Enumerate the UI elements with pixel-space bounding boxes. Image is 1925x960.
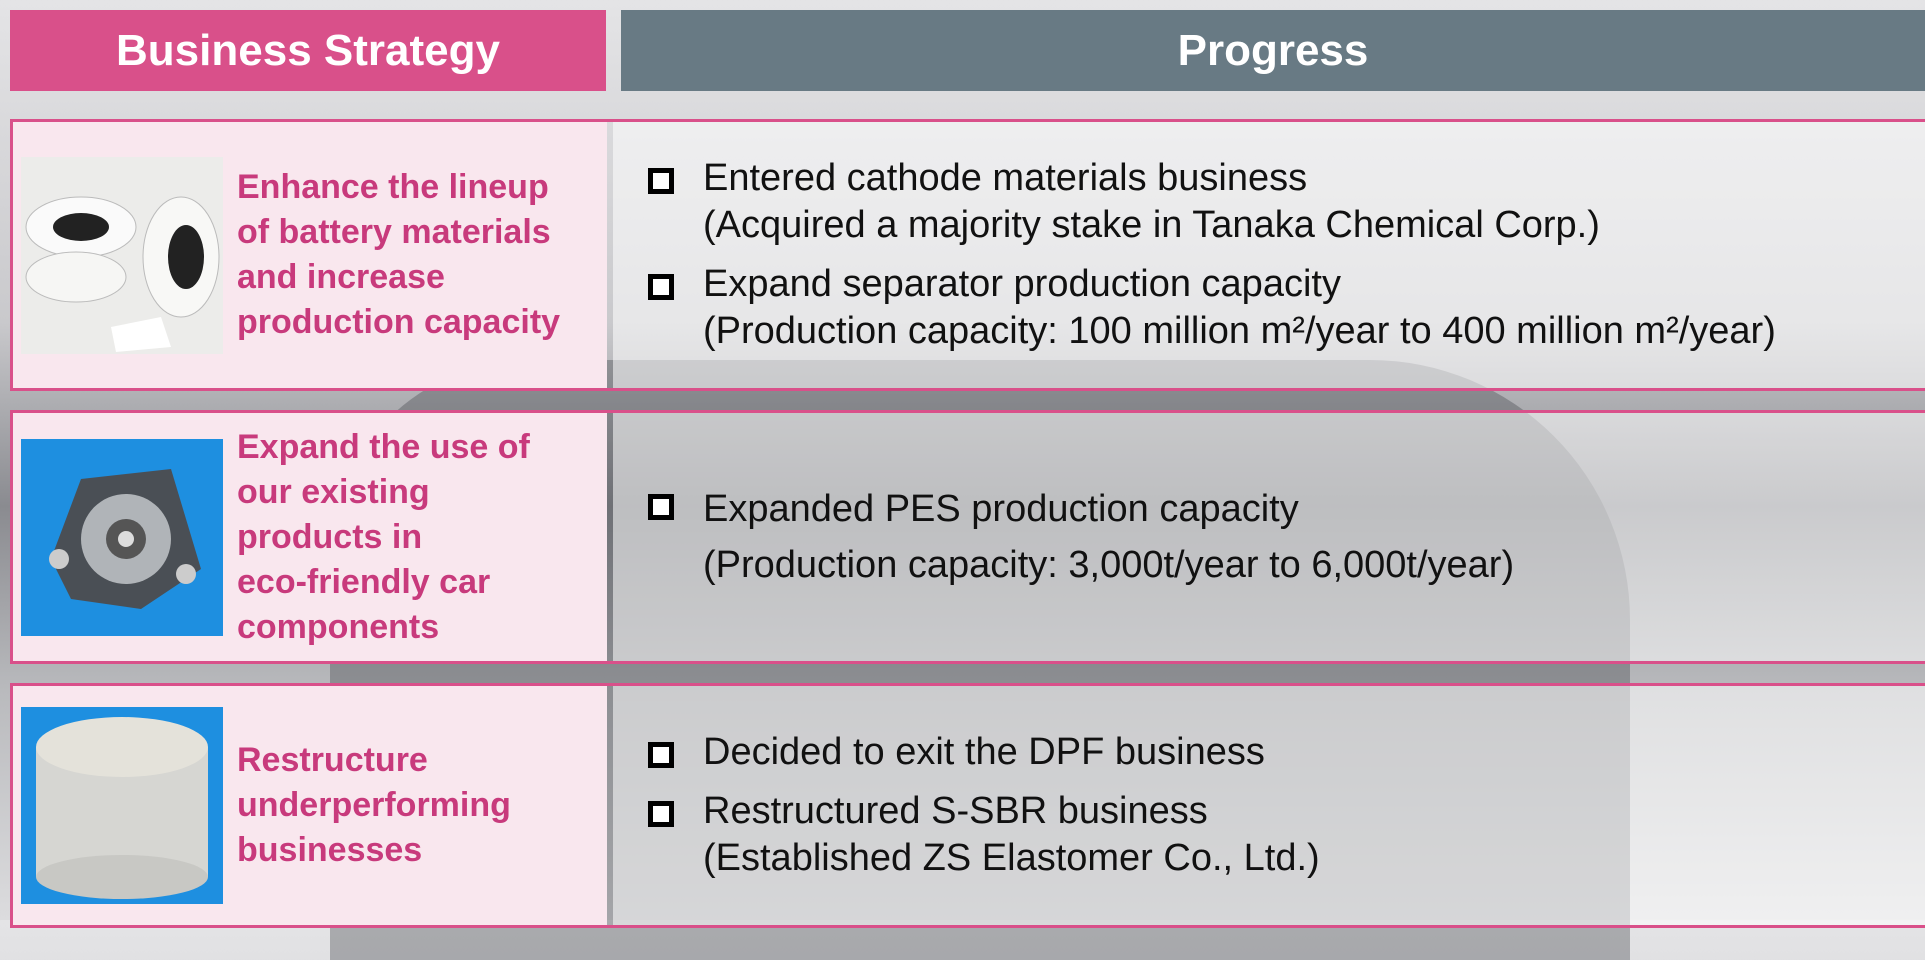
- row: Restructure underperforming businesses Deci…: [10, 683, 1925, 928]
- progress-panel: Decided to exit the DPF business Restruct…: [613, 686, 1925, 925]
- progress-panel: Expanded PES production capacity (Product…: [613, 413, 1925, 661]
- strategy-line: Enhance the lineup: [237, 168, 549, 206]
- progress-line: Restructured S-SBR business: [703, 790, 1208, 832]
- product-image: [21, 156, 223, 354]
- header-progress: Progress: [621, 10, 1925, 91]
- strategy-text: Expand the use of our existing products in…: [237, 413, 599, 661]
- strategy-panel: Enhance the lineup of battery materials an…: [13, 122, 607, 388]
- bullet: [648, 494, 674, 520]
- strategy-line: of battery materials: [237, 213, 551, 251]
- bullet: [648, 168, 674, 194]
- progress-item: Expand separator production capacity (Pro…: [648, 261, 1925, 355]
- strategy-line: products in: [237, 517, 423, 556]
- strategy-text: Enhance the lineup of battery materials an…: [237, 122, 599, 388]
- strategy-line: and increase: [237, 258, 445, 296]
- progress-item: Restructured S-SBR business (Established …: [648, 788, 1925, 882]
- strategy-line: production capacity: [237, 303, 561, 341]
- bullet: [648, 274, 674, 300]
- bullet: [648, 742, 674, 768]
- progress-line: Expanded PES production capacity: [703, 488, 1299, 530]
- strategy-line: underperforming: [237, 786, 511, 824]
- strategy-line: Restructure: [237, 741, 428, 779]
- progress-line: (Production capacity: 3,000t/year to 6,0…: [703, 544, 1515, 586]
- row: Enhance the lineup of battery materials an…: [10, 119, 1925, 391]
- progress-line: (Production capacity: 100 million m²/yea…: [703, 310, 1776, 352]
- strategy-line: Expand the use of: [237, 427, 530, 466]
- strategy-line: businesses: [237, 831, 423, 869]
- product-image: [21, 438, 223, 636]
- bullet: [648, 801, 674, 827]
- progress-line: (Established ZS Elastomer Co., Ltd.): [703, 837, 1320, 879]
- strategy-line: eco-friendly car: [237, 562, 491, 601]
- progress-item: Expanded PES production capacity (Product…: [648, 481, 1925, 593]
- strategy-line: our existing: [237, 472, 430, 511]
- progress-panel: Entered cathode materials business (Acqui…: [613, 122, 1925, 388]
- product-image: [21, 707, 223, 904]
- progress-item: Entered cathode materials business (Acqui…: [648, 155, 1925, 249]
- progress-line: Entered cathode materials business: [703, 157, 1308, 199]
- progress-item: Decided to exit the DPF business: [648, 729, 1925, 776]
- row: Expand the use of our existing products in…: [10, 410, 1925, 664]
- header-strategy: Business Strategy: [10, 10, 606, 91]
- strategy-panel: Expand the use of our existing products in…: [13, 413, 607, 661]
- strategy-panel: Restructure underperforming businesses: [13, 686, 607, 925]
- progress-line: (Acquired a majority stake in Tanaka Che…: [703, 204, 1600, 246]
- progress-line: Expand separator production capacity: [703, 263, 1341, 305]
- strategy-text: Restructure underperforming businesses: [237, 686, 599, 925]
- strategy-line: components: [237, 607, 440, 646]
- progress-line: Decided to exit the DPF business: [703, 731, 1265, 773]
